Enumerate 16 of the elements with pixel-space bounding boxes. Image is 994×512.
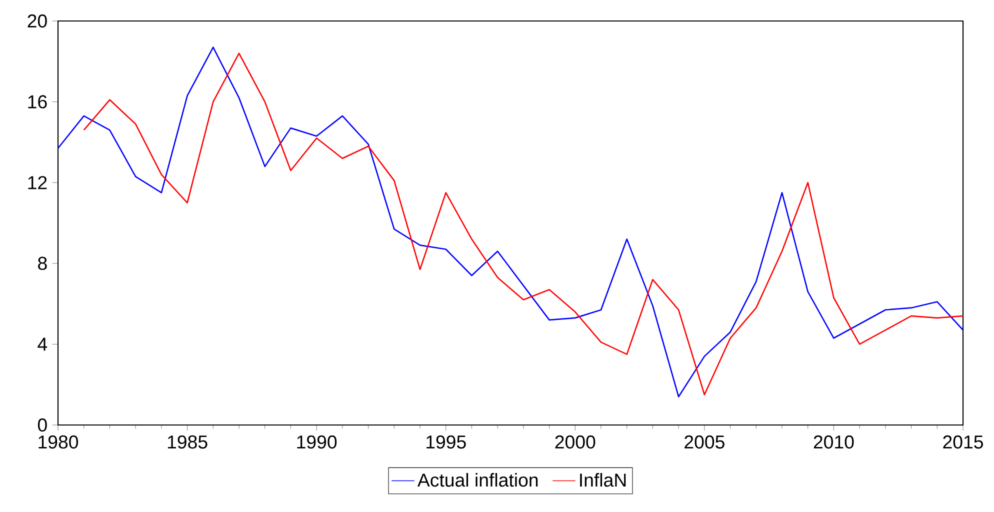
x-tick-label: 1995 [426, 435, 466, 449]
legend-label: Actual inflation [417, 473, 538, 487]
legend-label: InflaN [580, 473, 626, 487]
y-tick-label: 8 [38, 256, 47, 270]
y-tick-label: 20 [28, 14, 47, 28]
x-tick-label: 2005 [684, 435, 724, 449]
x-tick-label: 1980 [38, 435, 78, 449]
x-tick-label: 1990 [297, 435, 337, 449]
x-tick-label: 2000 [555, 435, 596, 449]
y-tick-label: 16 [28, 95, 47, 108]
x-tick-label: 1985 [168, 435, 208, 449]
x-tick-label: 2010 [814, 435, 854, 449]
y-tick-label: 0 [38, 418, 47, 432]
y-tick-label: 4 [38, 338, 48, 351]
x-tick-label: 2015 [943, 435, 983, 449]
y-tick-label: 12 [28, 176, 47, 190]
